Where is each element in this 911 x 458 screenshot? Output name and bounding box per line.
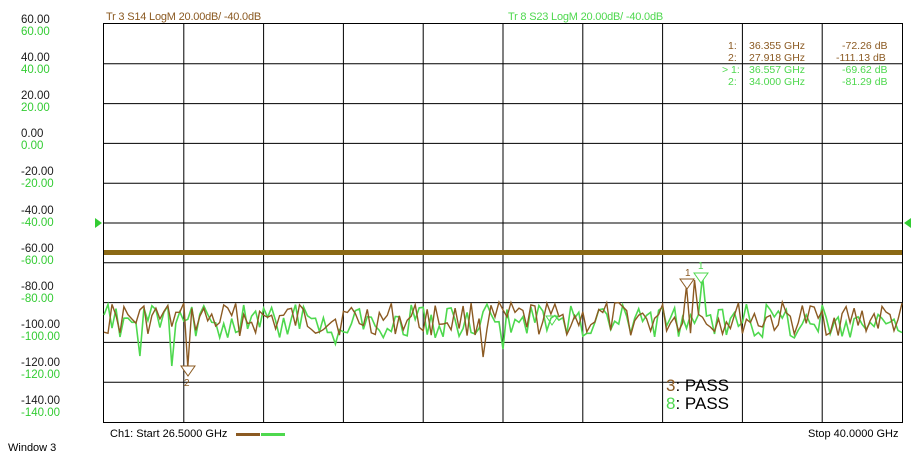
reference-marker-right-icon[interactable] (903, 218, 911, 228)
y-axis-label-tr8: -140.00 (21, 407, 61, 419)
y-axis-label-tr8: -60.00 (21, 254, 54, 267)
marker-tr3-2-value: -111.13 dB (836, 52, 886, 64)
y-axis-label-tr3: 0.00 (21, 128, 44, 141)
plot-area[interactable]: 2 1 1 1: 36.355 GHz -72.26 dB 2: 27.918 … (103, 23, 903, 423)
trace-8-pass-text: : PASS (675, 394, 730, 413)
y-axis-label-tr8: -20.00 (21, 178, 54, 191)
y-axis-label-tr3: -20.00 (21, 166, 54, 179)
y-axis-label-tr3: 60.00 (21, 14, 50, 26)
y-axis-label-tr8: 60.00 (21, 26, 50, 38)
trace-3-marker-1-label: 1 (685, 268, 691, 279)
y-axis-label-tr8: -100.00 (21, 330, 61, 343)
y-axis-label-tr3: -80.00 (21, 280, 54, 293)
trace-3-marker-1-triangle (679, 278, 695, 290)
y-axis-label-tr8: 0.00 (21, 140, 44, 153)
y-axis-label-tr3: 40.00 (21, 52, 50, 65)
marker-tr3-1-freq: 36.355 GHz (749, 40, 806, 52)
trace-3-pass-text: : PASS (675, 376, 730, 395)
trace-3-line (103, 279, 903, 368)
marker-tr8-2-value: -81.29 dB (842, 76, 888, 88)
trace-8-marker-1-triangle (693, 272, 709, 284)
marker-tr3-1-value: -72.26 dB (842, 40, 888, 52)
marker-tr8-1-freq: 36.557 GHz (749, 64, 806, 76)
y-axis-label-tr3: -100.00 (21, 318, 61, 331)
trace-3-marker-2-triangle (180, 365, 196, 377)
marker-tr8-2-id: 2: (728, 76, 737, 88)
reference-marker-left-icon[interactable] (95, 218, 103, 228)
marker-tr8-1-value: -69.62 dB (842, 64, 888, 76)
trace-8-marker-2-triangle (545, 315, 559, 326)
trace-8-marker-1-label: 1 (698, 261, 704, 272)
start-frequency-label[interactable]: Ch1: Start 26.5000 GHz (110, 428, 228, 440)
window-label: Window 3 (8, 442, 57, 454)
stop-frequency-label[interactable]: Stop 40.0000 GHz (808, 428, 899, 440)
plot-grid (104, 24, 902, 422)
marker-tr3-1-id: 1: (728, 40, 737, 52)
y-axis-label-tr3: -140.00 (21, 395, 61, 407)
y-axis-label-tr8: -80.00 (21, 292, 54, 305)
y-axis-label-tr3: -60.00 (21, 242, 54, 255)
trace-legend-lines (236, 433, 285, 436)
marker-tr3-2-id: 2: (728, 52, 737, 64)
trace-3-marker-2-label: 2 (184, 378, 190, 389)
trace-3-title[interactable]: Tr 3 S14 LogM 20.00dB/ -40.0dB (106, 11, 262, 23)
marker-tr8-2-freq: 34.000 GHz (749, 76, 806, 88)
trace-8-pass-indicator: 8: PASS (666, 394, 729, 414)
trace-8-line (103, 275, 903, 367)
y-axis-label-tr8: 20.00 (21, 102, 50, 115)
y-axis-label-tr3: 20.00 (21, 90, 50, 103)
trace-8-pass-number: 8 (666, 394, 676, 413)
y-axis-label-tr3: -120.00 (21, 356, 61, 369)
y-axis-label-tr8: -40.00 (21, 216, 54, 229)
y-axis-label-tr8: 40.00 (21, 64, 50, 77)
y-axis-label-tr3: -40.00 (21, 204, 54, 217)
marker-tr8-1-id: > 1: (722, 64, 740, 76)
trace-3-pass-indicator: 3: PASS (666, 376, 729, 396)
marker-tr3-2-freq: 27.918 GHz (749, 52, 806, 64)
limit-line (104, 250, 902, 255)
trace-3-pass-number: 3 (666, 376, 676, 395)
trace-8-title[interactable]: Tr 8 S23 LogM 20.00dB/ -40.0dB (508, 11, 664, 23)
y-axis-label-tr8: -120.00 (21, 368, 61, 381)
